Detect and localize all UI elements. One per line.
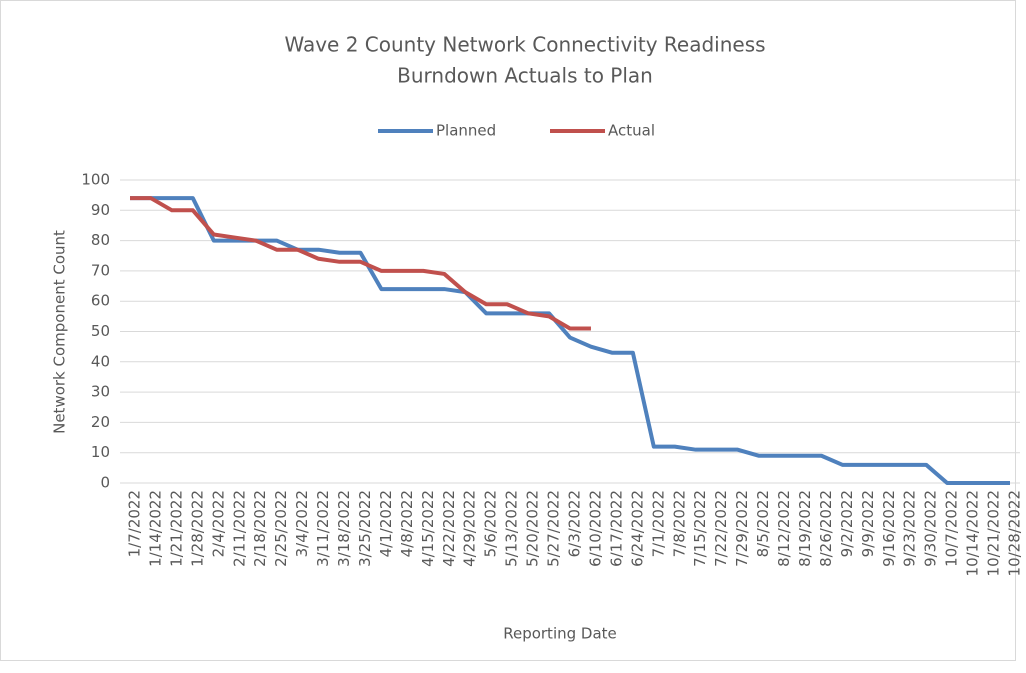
legend-label: Actual — [608, 122, 655, 140]
y-tick-label: 30 — [91, 383, 110, 401]
y-tick-label: 50 — [91, 322, 110, 340]
legend-label: Planned — [436, 122, 496, 140]
x-tick-label: 3/18/2022 — [335, 490, 353, 567]
y-tick-label: 60 — [91, 292, 110, 310]
x-tick-label: 4/22/2022 — [440, 490, 458, 567]
y-tick-label: 10 — [91, 443, 110, 461]
y-tick-label: 70 — [91, 261, 110, 279]
y-tick-label: 40 — [91, 352, 110, 370]
x-tick-label: 3/11/2022 — [314, 490, 332, 567]
y-axis-label: Network Component Count — [51, 230, 69, 434]
x-tick-label: 9/30/2022 — [922, 490, 940, 567]
x-tick-label: 10/14/2022 — [964, 490, 982, 576]
x-tick-label: 5/13/2022 — [503, 490, 521, 567]
x-tick-label: 5/20/2022 — [524, 490, 542, 567]
x-tick-label: 1/7/2022 — [126, 490, 144, 557]
y-tick-label: 80 — [91, 231, 110, 249]
x-tick-label: 5/27/2022 — [545, 490, 563, 567]
x-tick-label: 9/23/2022 — [901, 490, 919, 567]
x-tick-label: 2/18/2022 — [251, 490, 269, 567]
x-tick-label: 2/4/2022 — [209, 490, 227, 557]
x-tick-label: 10/28/2022 — [1006, 490, 1024, 576]
chart-border — [0, 0, 1016, 661]
x-tick-label: 8/12/2022 — [775, 490, 793, 567]
x-tick-label: 6/3/2022 — [566, 490, 584, 557]
x-tick-label: 7/8/2022 — [670, 490, 688, 557]
x-tick-label: 7/29/2022 — [733, 490, 751, 567]
x-axis-label: Reporting Date — [503, 625, 617, 643]
x-tick-label: 2/11/2022 — [230, 490, 248, 567]
x-tick-label: 8/26/2022 — [817, 490, 835, 567]
x-tick-label: 4/29/2022 — [461, 490, 479, 567]
x-tick-label: 9/16/2022 — [880, 490, 898, 567]
x-tick-label: 4/15/2022 — [419, 490, 437, 567]
y-tick-label: 90 — [91, 201, 110, 219]
x-tick-label: 4/8/2022 — [398, 490, 416, 557]
x-tick-label: 3/4/2022 — [293, 490, 311, 557]
x-tick-label: 2/25/2022 — [272, 490, 290, 567]
x-tick-label: 9/2/2022 — [838, 490, 856, 557]
series-line — [130, 196, 591, 331]
x-tick-label: 1/21/2022 — [167, 490, 185, 567]
y-tick-label: 20 — [91, 413, 110, 431]
x-tick-label: 1/28/2022 — [188, 490, 206, 567]
x-tick-label: 9/9/2022 — [859, 490, 877, 557]
x-tick-label: 7/15/2022 — [691, 490, 709, 567]
y-tick-label: 100 — [81, 171, 110, 189]
x-tick-label: 6/10/2022 — [586, 490, 604, 567]
x-tick-label: 5/6/2022 — [482, 490, 500, 557]
x-tick-label: 6/17/2022 — [607, 490, 625, 567]
x-tick-label: 7/22/2022 — [712, 490, 730, 567]
x-tick-label: 8/5/2022 — [754, 490, 772, 557]
chart-title: Wave 2 County Network Connectivity Readi… — [284, 33, 765, 57]
x-tick-label: 7/1/2022 — [649, 490, 667, 557]
x-tick-label: 10/7/2022 — [943, 490, 961, 567]
chart-subtitle: Burndown Actuals to Plan — [397, 64, 653, 88]
x-tick-label: 1/14/2022 — [146, 490, 164, 567]
x-tick-label: 10/21/2022 — [985, 490, 1003, 576]
y-tick-label: 0 — [100, 474, 110, 492]
series-line — [130, 196, 1010, 485]
x-tick-label: 4/1/2022 — [377, 490, 395, 557]
x-tick-label: 6/24/2022 — [628, 490, 646, 567]
x-tick-label: 3/25/2022 — [356, 490, 374, 567]
x-tick-label: 8/19/2022 — [796, 490, 814, 567]
